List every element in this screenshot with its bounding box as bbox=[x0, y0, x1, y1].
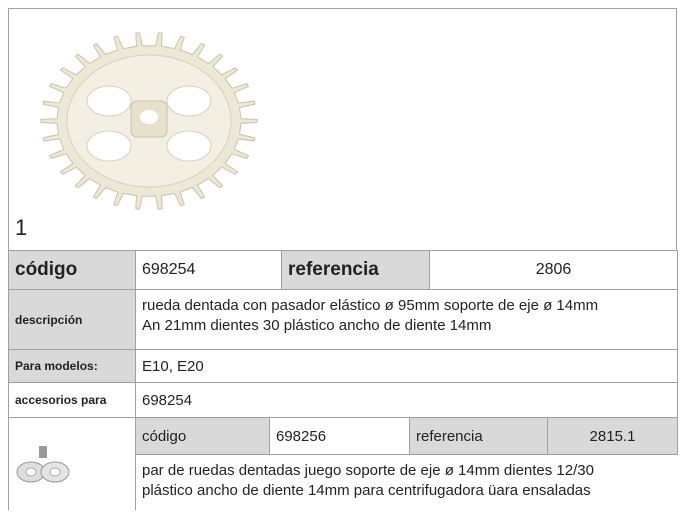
text-line: rueda dentada con pasador elástico ø 95m… bbox=[142, 297, 599, 314]
label: código bbox=[136, 418, 270, 455]
rule bbox=[8, 250, 678, 251]
value: 698254 bbox=[136, 383, 678, 418]
label: referencia bbox=[282, 251, 430, 290]
text-line: plástico ancho de diente 14mm para centr… bbox=[142, 482, 591, 499]
accessory-image bbox=[16, 446, 70, 483]
gear-part bbox=[166, 130, 212, 162]
value: 698256 bbox=[270, 418, 410, 455]
value: E10, E20 bbox=[136, 350, 678, 383]
value: rueda dentada con pasador elástico ø 95m… bbox=[136, 290, 678, 350]
value: 2806 bbox=[430, 251, 678, 290]
text-line: par de ruedas dentadas juego soporte de … bbox=[142, 462, 594, 479]
text-line: An 21mm dientes 30 plástico ancho de die… bbox=[142, 317, 492, 334]
label: descripción bbox=[8, 290, 136, 350]
image-area: 1 bbox=[8, 8, 677, 250]
label: código bbox=[8, 251, 136, 290]
label: accesorios para bbox=[8, 383, 136, 418]
value: 698254 bbox=[136, 251, 282, 290]
accessory-image-cell bbox=[8, 418, 136, 510]
gear-part bbox=[140, 110, 158, 124]
gear-part bbox=[166, 85, 212, 117]
gear-image bbox=[40, 32, 258, 210]
value: 2815.1 bbox=[548, 418, 678, 455]
gear-part bbox=[86, 130, 132, 162]
gear-part bbox=[86, 85, 132, 117]
figure-number: 1 bbox=[15, 215, 28, 240]
label: Para modelos: bbox=[8, 350, 136, 383]
label: referencia bbox=[410, 418, 548, 455]
value: par de ruedas dentadas juego soporte de … bbox=[136, 455, 678, 515]
